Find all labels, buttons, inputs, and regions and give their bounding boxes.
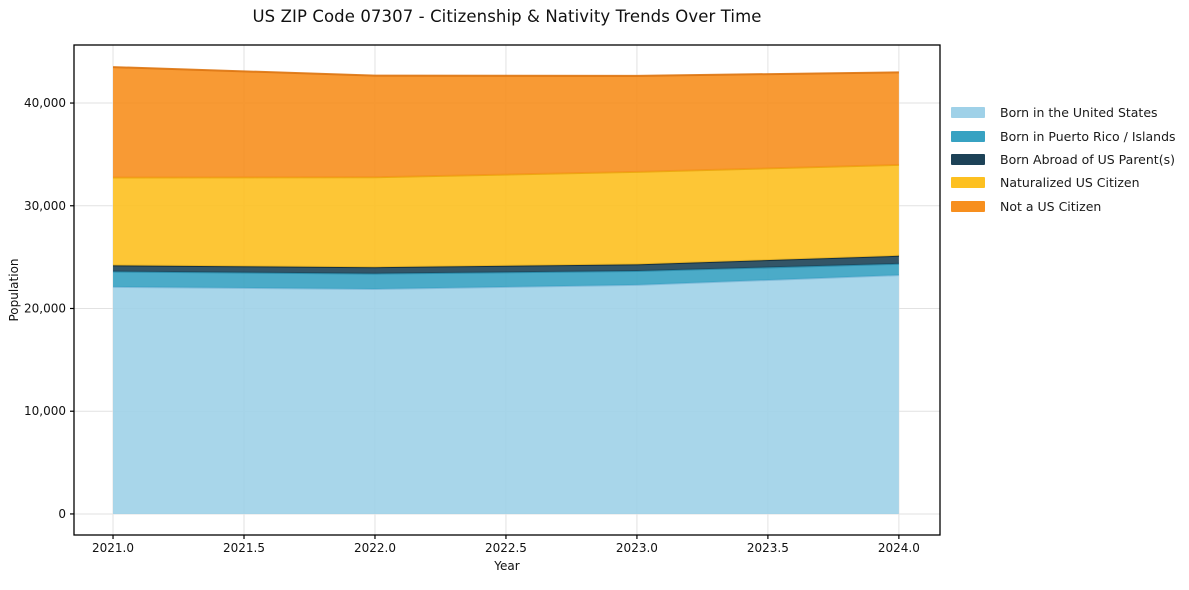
area-layer — [113, 164, 899, 268]
area-layer — [113, 67, 899, 178]
legend-swatch — [951, 153, 985, 165]
y-tick-label: 0 — [58, 507, 66, 521]
legend-item-label: Born in Puerto Rico / Islands — [1000, 128, 1176, 144]
chart-title: US ZIP Code 07307 - Citizenship & Nativi… — [252, 7, 762, 26]
legend-item: Naturalized US Citizen — [951, 171, 1176, 194]
legend-swatch — [951, 107, 985, 119]
axes-frame — [73, 44, 941, 536]
y-tick-label: 40,000 — [24, 96, 66, 110]
legend-swatch — [951, 200, 985, 212]
legend-swatch — [951, 177, 985, 189]
y-tick-label: 10,000 — [24, 404, 66, 418]
x-tick-label: 2022.5 — [485, 541, 527, 555]
area-layer — [113, 275, 899, 514]
legend-item-label: Not a US Citizen — [1000, 198, 1102, 214]
legend: Born in the United States Born in Puerto… — [951, 101, 1176, 218]
legend-item: Born in the United States — [951, 101, 1176, 124]
area-layer-edge — [112, 66, 899, 77]
legend-item-label: Born Abroad of US Parent(s) — [1000, 151, 1175, 167]
area-layer — [113, 255, 899, 274]
y-tick-label: 20,000 — [24, 301, 66, 315]
x-tick-label: 2023.0 — [616, 541, 658, 555]
x-tick-label: 2024.0 — [878, 541, 920, 555]
y-axis-label: Population — [7, 258, 21, 322]
legend-item-label: Naturalized US Citizen — [1000, 175, 1140, 191]
x-tick-label: 2023.5 — [747, 541, 789, 555]
x-tick-label: 2021.0 — [92, 541, 134, 555]
x-tick-label: 2022.0 — [354, 541, 396, 555]
legend-item-label: Born in the United States — [1000, 105, 1158, 121]
y-tick-label: 30,000 — [24, 199, 66, 213]
legend-swatch — [951, 130, 985, 142]
legend-item: Not a US Citizen — [951, 195, 1176, 218]
legend-item: Born in Puerto Rico / Islands — [951, 124, 1176, 147]
x-tick-label: 2021.5 — [223, 541, 265, 555]
x-axis-label: Year — [494, 559, 520, 573]
legend-item: Born Abroad of US Parent(s) — [951, 148, 1176, 171]
